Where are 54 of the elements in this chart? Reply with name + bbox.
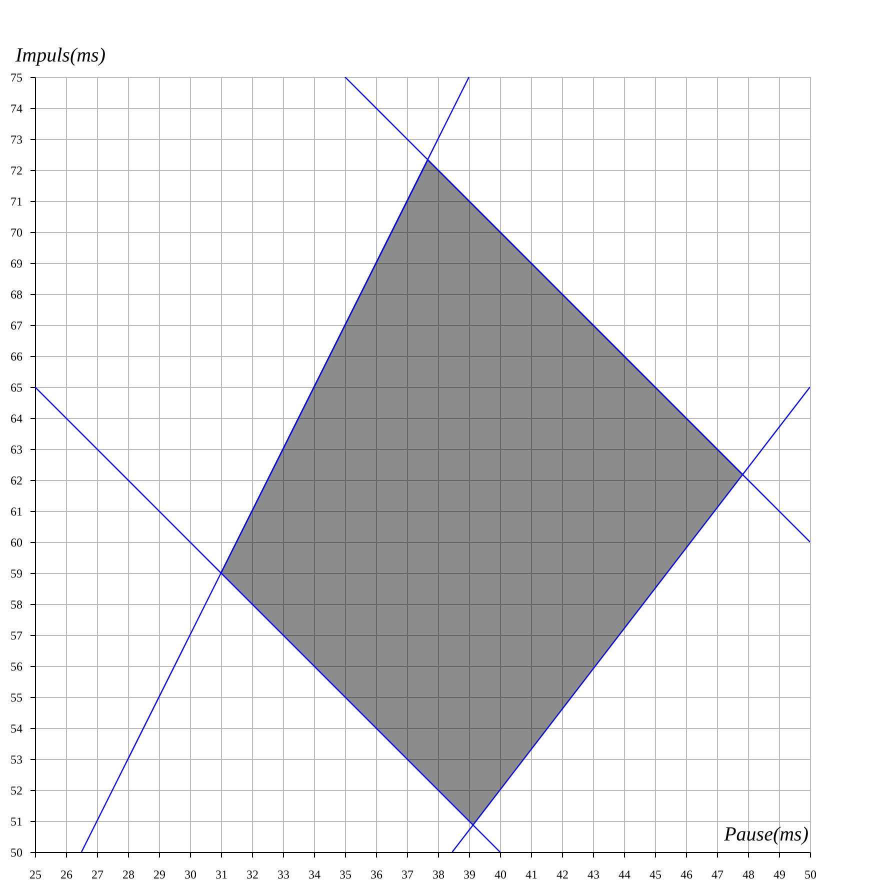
- x-tick-label: 30: [184, 868, 196, 882]
- y-tick-label: 64: [10, 412, 22, 426]
- x-tick-label: 31: [216, 868, 228, 882]
- x-tick-label: 28: [122, 868, 134, 882]
- x-tick-label: 43: [588, 868, 600, 882]
- y-tick-label: 72: [10, 164, 22, 178]
- x-tick-label: 32: [246, 868, 258, 882]
- x-tick-label: 35: [340, 868, 352, 882]
- y-axis-title: Impuls(ms): [14, 44, 106, 66]
- x-tick-label: 48: [742, 868, 754, 882]
- x-tick-label: 40: [494, 868, 506, 882]
- x-tick-label: 42: [556, 868, 568, 882]
- x-tick-label: 29: [154, 868, 166, 882]
- y-tick-label: 59: [10, 566, 22, 580]
- y-tick-label: 74: [10, 102, 22, 116]
- x-tick-label: 26: [60, 868, 72, 882]
- y-tick-label: 71: [10, 194, 22, 208]
- x-tick-label: 45: [650, 868, 662, 882]
- y-tick-label: 60: [10, 536, 22, 550]
- y-tick-label: 56: [10, 660, 22, 674]
- x-tick-label: 47: [712, 868, 724, 882]
- y-tick-label: 69: [10, 256, 22, 270]
- y-tick-label: 67: [10, 318, 22, 332]
- x-tick-label: 36: [370, 868, 382, 882]
- x-tick-label: 49: [774, 868, 786, 882]
- y-tick-label: 61: [10, 504, 22, 518]
- y-tick-label: 52: [10, 784, 22, 798]
- x-tick-label: 50: [804, 868, 816, 882]
- y-tick-label: 62: [10, 474, 22, 488]
- x-axis-title: Pause(ms): [723, 824, 809, 846]
- x-tick-label: 33: [278, 868, 290, 882]
- y-tick-label: 54: [10, 722, 22, 736]
- y-tick-label: 53: [10, 752, 22, 766]
- y-tick-label: 51: [10, 814, 22, 828]
- y-tick-label: 55: [10, 690, 22, 704]
- y-tick-label: 66: [10, 350, 22, 364]
- x-tick-label: 46: [680, 868, 692, 882]
- y-tick-label: 68: [10, 288, 22, 302]
- y-tick-label: 63: [10, 442, 22, 456]
- x-tick-label: 25: [30, 868, 42, 882]
- x-tick-label: 44: [618, 868, 630, 882]
- y-tick-label: 75: [10, 70, 22, 84]
- y-tick-label: 73: [10, 132, 22, 146]
- x-tick-label: 34: [308, 868, 320, 882]
- x-tick-label: 27: [92, 868, 104, 882]
- x-tick-label: 39: [464, 868, 476, 882]
- y-tick-label: 65: [10, 380, 22, 394]
- x-tick-label: 41: [526, 868, 538, 882]
- y-tick-label: 57: [10, 628, 22, 642]
- x-tick-label: 38: [432, 868, 444, 882]
- x-tick-label: 37: [402, 868, 414, 882]
- y-tick-label: 50: [10, 846, 22, 860]
- y-tick-label: 70: [10, 226, 22, 240]
- y-tick-label: 58: [10, 598, 22, 612]
